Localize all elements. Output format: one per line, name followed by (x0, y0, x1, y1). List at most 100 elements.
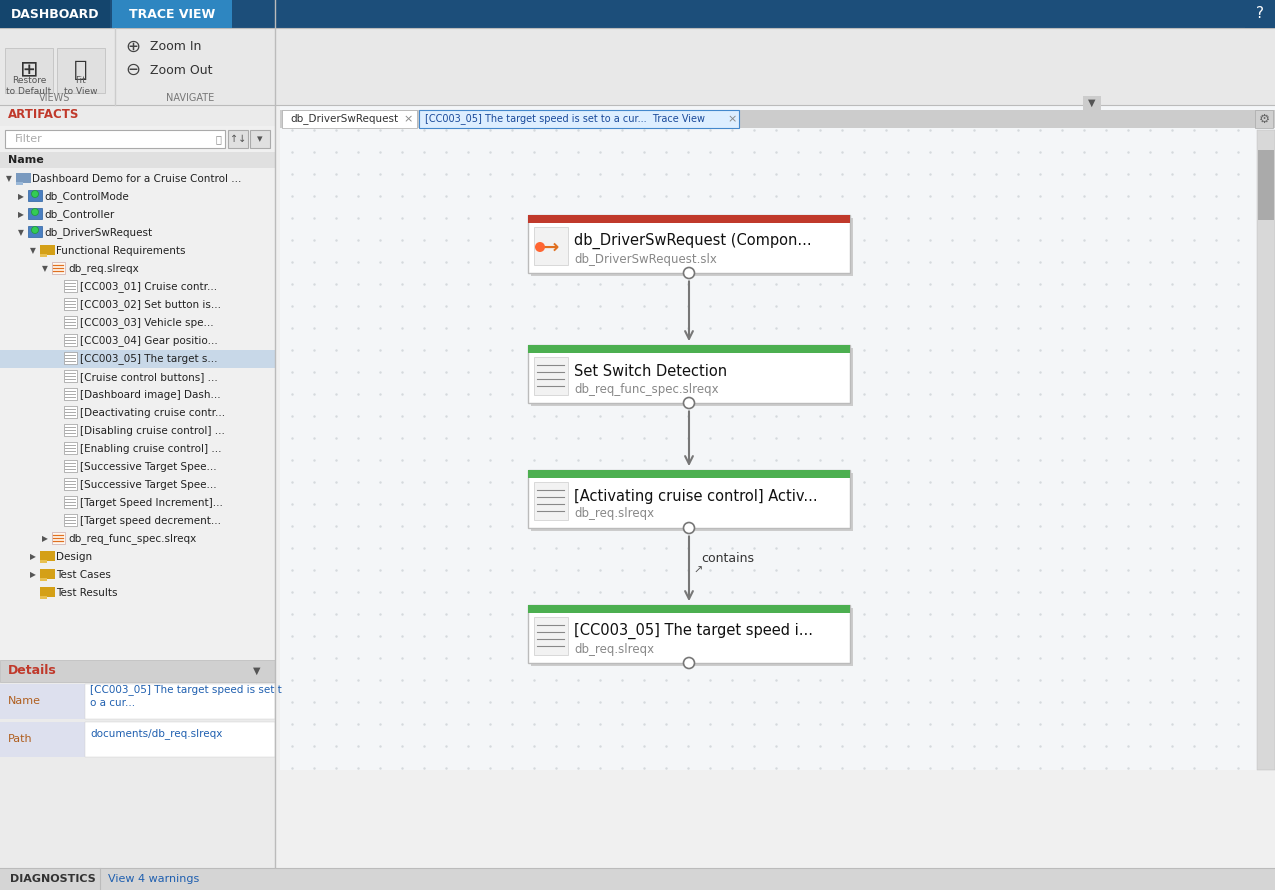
Text: ARTIFACTS: ARTIFACTS (8, 109, 79, 122)
Bar (17, 173, 31, 183)
Text: [CC003_05] The target s...: [CC003_05] The target s... (80, 353, 218, 364)
Text: Test Results: Test Results (56, 588, 117, 598)
Circle shape (683, 268, 695, 279)
Text: [Activating cruise control] Activ...: [Activating cruise control] Activ... (574, 489, 817, 504)
Text: db_DriverSwRequest.slx: db_DriverSwRequest.slx (574, 253, 717, 265)
Text: ▾: ▾ (258, 134, 263, 144)
Text: ×: × (403, 114, 413, 124)
Text: DASHBOARD: DASHBOARD (10, 7, 99, 20)
Bar (64, 334, 76, 346)
Bar (530, 473, 853, 531)
Bar (64, 478, 76, 490)
Text: ↑↓: ↑↓ (230, 134, 246, 144)
Text: Set Switch Detection: Set Switch Detection (574, 363, 727, 378)
Bar (64, 514, 76, 526)
Bar (0, 660, 275, 890)
Text: Design: Design (56, 552, 92, 562)
Bar (530, 218, 853, 276)
Circle shape (32, 208, 38, 215)
Bar (534, 482, 567, 520)
Text: [CC003_05] The target speed is set to a cur...  Trace View: [CC003_05] The target speed is set to a … (425, 114, 705, 125)
Bar (40, 578, 47, 581)
Bar (40, 587, 55, 597)
Text: ⊖: ⊖ (125, 61, 140, 79)
Bar (528, 345, 850, 353)
Bar (112, 0, 232, 28)
Text: ▼: ▼ (42, 264, 48, 273)
Bar (1082, 96, 1102, 110)
Text: ?: ? (1256, 6, 1264, 21)
Text: [CC003_02] Set button is...: [CC003_02] Set button is... (80, 300, 221, 311)
Text: ▶: ▶ (18, 211, 24, 220)
Text: ▶: ▶ (31, 553, 36, 562)
Bar (64, 424, 76, 436)
Text: db_DriverSwRequest: db_DriverSwRequest (289, 114, 398, 125)
Bar (28, 208, 42, 219)
Bar (0, 684, 85, 719)
Bar (0, 28, 1275, 105)
Bar (28, 226, 42, 237)
Bar (0, 0, 110, 28)
Text: DIAGNOSTICS: DIAGNOSTICS (10, 874, 96, 884)
Text: db_DriverSwRequest: db_DriverSwRequest (45, 228, 152, 239)
Text: ▼: ▼ (252, 666, 260, 676)
Text: [CC003_04] Gear positio...: [CC003_04] Gear positio... (80, 336, 218, 346)
Text: VIEWS: VIEWS (40, 93, 70, 103)
Text: db_DriverSwRequest (Compon...: db_DriverSwRequest (Compon... (574, 233, 812, 249)
Bar (40, 245, 55, 255)
Text: [CC003_03] Vehicle spe...: [CC003_03] Vehicle spe... (80, 318, 214, 328)
Text: [Successive Target Spee...: [Successive Target Spee... (80, 462, 217, 472)
Text: ▶: ▶ (31, 570, 36, 579)
Text: ▶: ▶ (42, 535, 48, 544)
Bar (40, 560, 47, 563)
Text: Name: Name (8, 155, 43, 165)
Bar (1258, 150, 1274, 220)
Circle shape (683, 658, 695, 668)
Text: [Enabling cruise control] ...: [Enabling cruise control] ... (80, 444, 222, 454)
Bar (40, 254, 47, 257)
Text: Name: Name (8, 696, 41, 706)
Bar (52, 262, 65, 274)
Text: [Deactivating cruise contr...: [Deactivating cruise contr... (80, 408, 226, 418)
Bar (0, 660, 275, 682)
Bar (528, 345, 850, 403)
Bar (1255, 110, 1272, 128)
Bar (52, 532, 65, 544)
Text: ▼: ▼ (6, 174, 11, 183)
Text: ▼: ▼ (1089, 98, 1095, 108)
Bar (528, 215, 850, 223)
Text: db_Controller: db_Controller (45, 209, 115, 221)
Circle shape (683, 398, 695, 409)
Text: Dashboard Demo for a Cruise Control ...: Dashboard Demo for a Cruise Control ... (32, 174, 241, 184)
Bar (85, 722, 275, 757)
Circle shape (683, 522, 695, 533)
Bar (40, 569, 55, 579)
Text: [CC003_05] The target speed i...: [CC003_05] The target speed i... (574, 623, 813, 639)
Bar (528, 470, 850, 528)
Bar (228, 130, 249, 148)
Text: [CC003_01] Cruise contr...: [CC003_01] Cruise contr... (80, 281, 217, 293)
Text: Fit
to View: Fit to View (64, 76, 98, 96)
Text: ⊕: ⊕ (125, 38, 140, 56)
Bar (528, 215, 850, 273)
Text: ▼: ▼ (18, 229, 24, 238)
Bar (64, 316, 76, 328)
Text: ×: × (727, 114, 737, 124)
Bar (64, 406, 76, 418)
Text: documents/db_req.slreqx: documents/db_req.slreqx (91, 729, 222, 740)
Text: db_req.slreqx: db_req.slreqx (574, 643, 654, 656)
Bar (534, 357, 567, 395)
Bar (64, 460, 76, 472)
Bar (28, 190, 42, 201)
Text: Path: Path (8, 734, 33, 744)
Text: →: → (543, 238, 560, 256)
Text: [CC003_05] The target speed is set t
o a cur...: [CC003_05] The target speed is set t o a… (91, 684, 282, 708)
Text: db_ControlMode: db_ControlMode (45, 191, 129, 202)
Bar (528, 605, 850, 613)
Circle shape (32, 190, 38, 198)
Bar (534, 227, 567, 265)
Text: NAVIGATE: NAVIGATE (166, 93, 214, 103)
Text: Zoom Out: Zoom Out (150, 63, 213, 77)
Bar (85, 684, 275, 719)
Text: ⤢: ⤢ (74, 60, 88, 80)
